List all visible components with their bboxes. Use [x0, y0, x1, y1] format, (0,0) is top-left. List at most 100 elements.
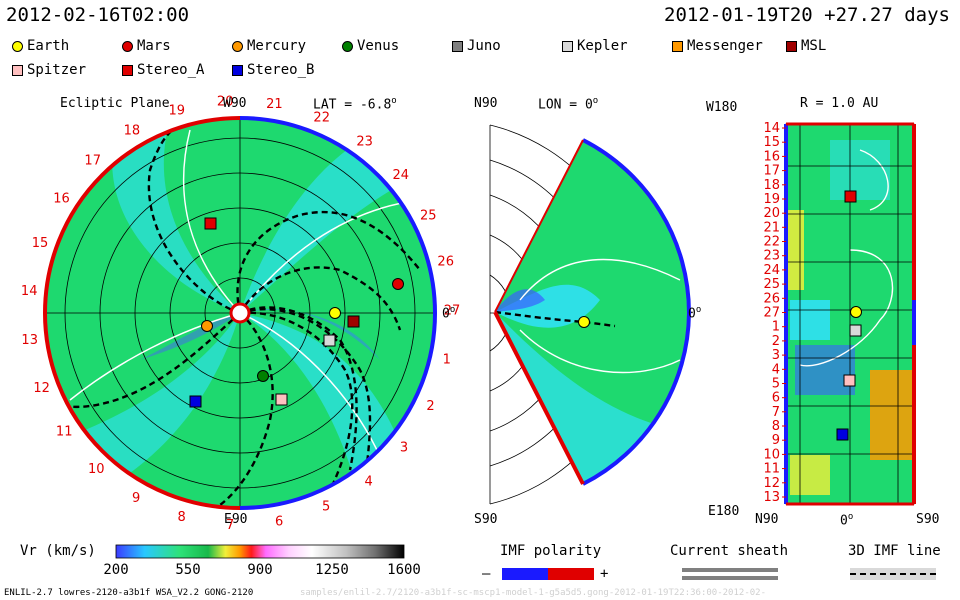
radial-panel — [784, 122, 916, 506]
ecliptic-tick-label: 22 — [313, 110, 330, 125]
legend-swatch — [232, 40, 243, 52]
ecliptic-tick-label: 13 — [21, 333, 38, 348]
ecliptic-tick-label: 3 — [400, 440, 408, 455]
earth-marker — [329, 307, 341, 319]
radial-tick-label: 6 — [772, 391, 780, 406]
legend-label: MSL — [801, 38, 827, 54]
legend-item-juno: Juno — [452, 38, 501, 54]
radial-tick-label: 22 — [763, 235, 780, 250]
radial-tick-label: 27 — [763, 306, 780, 321]
colorbar-tick-label: 550 — [175, 562, 201, 578]
radial-r-label: R = 1.0 AU — [800, 96, 879, 111]
legend-label: Stereo_B — [247, 62, 315, 78]
radial-tick-label: 15 — [763, 135, 780, 150]
legend-swatch — [232, 64, 243, 76]
legend-item-messenger: Messenger — [672, 38, 763, 54]
ecliptic-tick-label: 21 — [266, 97, 283, 112]
legend-item-kepler: Kepler — [562, 38, 628, 54]
radial-tick-label: 4 — [772, 362, 780, 377]
stereo-b-marker — [189, 395, 202, 408]
colorbar-tick-label: 200 — [103, 562, 129, 578]
radial-tick-label: 19 — [763, 192, 780, 207]
ecliptic-plane-panel — [43, 116, 437, 510]
radial-tick-label: 26 — [763, 291, 780, 306]
venus-marker — [257, 370, 269, 382]
radial-bottom-right-label: S90 — [916, 512, 940, 527]
ecliptic-tick-label: 27 — [444, 304, 461, 319]
radial-tick-label: 9 — [772, 433, 780, 448]
legend-item-stereo_b: Stereo_B — [232, 62, 314, 78]
radial-tick-label: 17 — [763, 164, 780, 179]
imf-minus-label: – — [482, 566, 491, 582]
ecliptic-tick-label: 14 — [21, 284, 38, 299]
radial-top-label: W180 — [706, 100, 738, 115]
imf3d-label: 3D IMF line — [848, 543, 941, 559]
legend-label: Messenger — [687, 38, 763, 54]
radial-tick-label: 16 — [763, 149, 780, 164]
radial-tick-label: 18 — [763, 178, 780, 193]
ecliptic-day-ticks: 20 21222324252627123456789101112131415161… — [21, 95, 460, 533]
ecliptic-title: Ecliptic Plane — [60, 96, 170, 111]
kepler-marker — [323, 334, 336, 347]
legend-swatch — [786, 40, 797, 52]
radial-bottom-label: E180 — [708, 504, 740, 519]
footer-model-label: ENLIL-2.7 lowres-2120-a3b1f WSA_V2.2 GON… — [4, 588, 254, 598]
model-start-label: 2012-01-19T20 +27.27 days — [664, 4, 950, 26]
legend-item-mars: Mars — [122, 38, 171, 54]
ecliptic-tick-label: 26 — [437, 255, 454, 270]
legend-item-venus: Venus — [342, 38, 399, 54]
legend-item-msl: MSL — [786, 38, 826, 54]
legend-item-mercury: Mercury — [232, 38, 306, 54]
legend-swatch — [122, 40, 133, 52]
radial-bottom-left-label: N90 — [755, 512, 779, 527]
ecliptic-tick-label: 19 — [169, 104, 186, 119]
colorbar-tick-label: 900 — [247, 562, 273, 578]
ecliptic-tick-label: 15 — [32, 236, 49, 251]
legend-label: Kepler — [577, 38, 628, 54]
velocity-colorbar — [115, 544, 405, 559]
meridional-earth-marker — [578, 316, 590, 328]
spitzer-marker — [275, 393, 288, 406]
radial-tick-label: 2 — [772, 334, 780, 349]
ecliptic-bottom-label: E90 — [224, 512, 248, 527]
ecliptic-tick-label: 18 — [124, 124, 141, 139]
ecliptic-tick-label: 24 — [393, 168, 410, 183]
radial-tick-label: 3 — [772, 348, 780, 363]
msl-marker — [347, 315, 360, 328]
radial-tick-label: 1 — [772, 320, 780, 335]
current-sheath-label: Current sheath — [670, 543, 789, 559]
legend-swatch — [122, 64, 133, 76]
ecliptic-tick-label: 5 — [322, 500, 330, 515]
radial-tick-label: 25 — [763, 277, 780, 292]
legend-swatch — [12, 64, 23, 76]
legend-swatch — [12, 40, 23, 52]
ecliptic-tick-label: 12 — [33, 381, 50, 396]
ecliptic-tick-label: 2 — [426, 399, 434, 414]
colorbar-tick-label: 1600 — [387, 562, 421, 578]
legend-item-earth: Earth — [12, 38, 69, 54]
legend-swatch — [342, 40, 353, 52]
legend-swatch — [452, 40, 463, 52]
meridional-right-label: 0o — [688, 305, 702, 322]
ecliptic-tick-label: 20 — [217, 95, 234, 110]
legend-item-spitzer: Spitzer — [12, 62, 86, 78]
legend-label: Venus — [357, 38, 400, 54]
ecliptic-tick-label: 10 — [88, 462, 105, 477]
ecliptic-imf-lines — [59, 123, 421, 506]
ecliptic-tick-label: 7 — [226, 518, 234, 533]
imf-polarity-label: IMF polarity — [500, 543, 602, 559]
legend-swatch — [562, 40, 573, 52]
radial-tick-label: 13 — [763, 490, 780, 505]
legend-swatch — [672, 40, 683, 52]
radial-tick-label: 5 — [772, 377, 780, 392]
ecliptic-tick-label: 9 — [132, 491, 140, 506]
meridional-bottom-label: S90 — [474, 512, 498, 527]
colorbar-label: Vr (km/s) — [20, 543, 96, 559]
ecliptic-tick-label: 4 — [364, 475, 372, 490]
legend-label: Juno — [467, 38, 501, 54]
sun-marker — [229, 302, 251, 324]
ecliptic-tick-label: 6 — [275, 514, 283, 529]
radial-tick-label: 7 — [772, 405, 780, 420]
ecliptic-tick-label: 8 — [177, 510, 185, 525]
